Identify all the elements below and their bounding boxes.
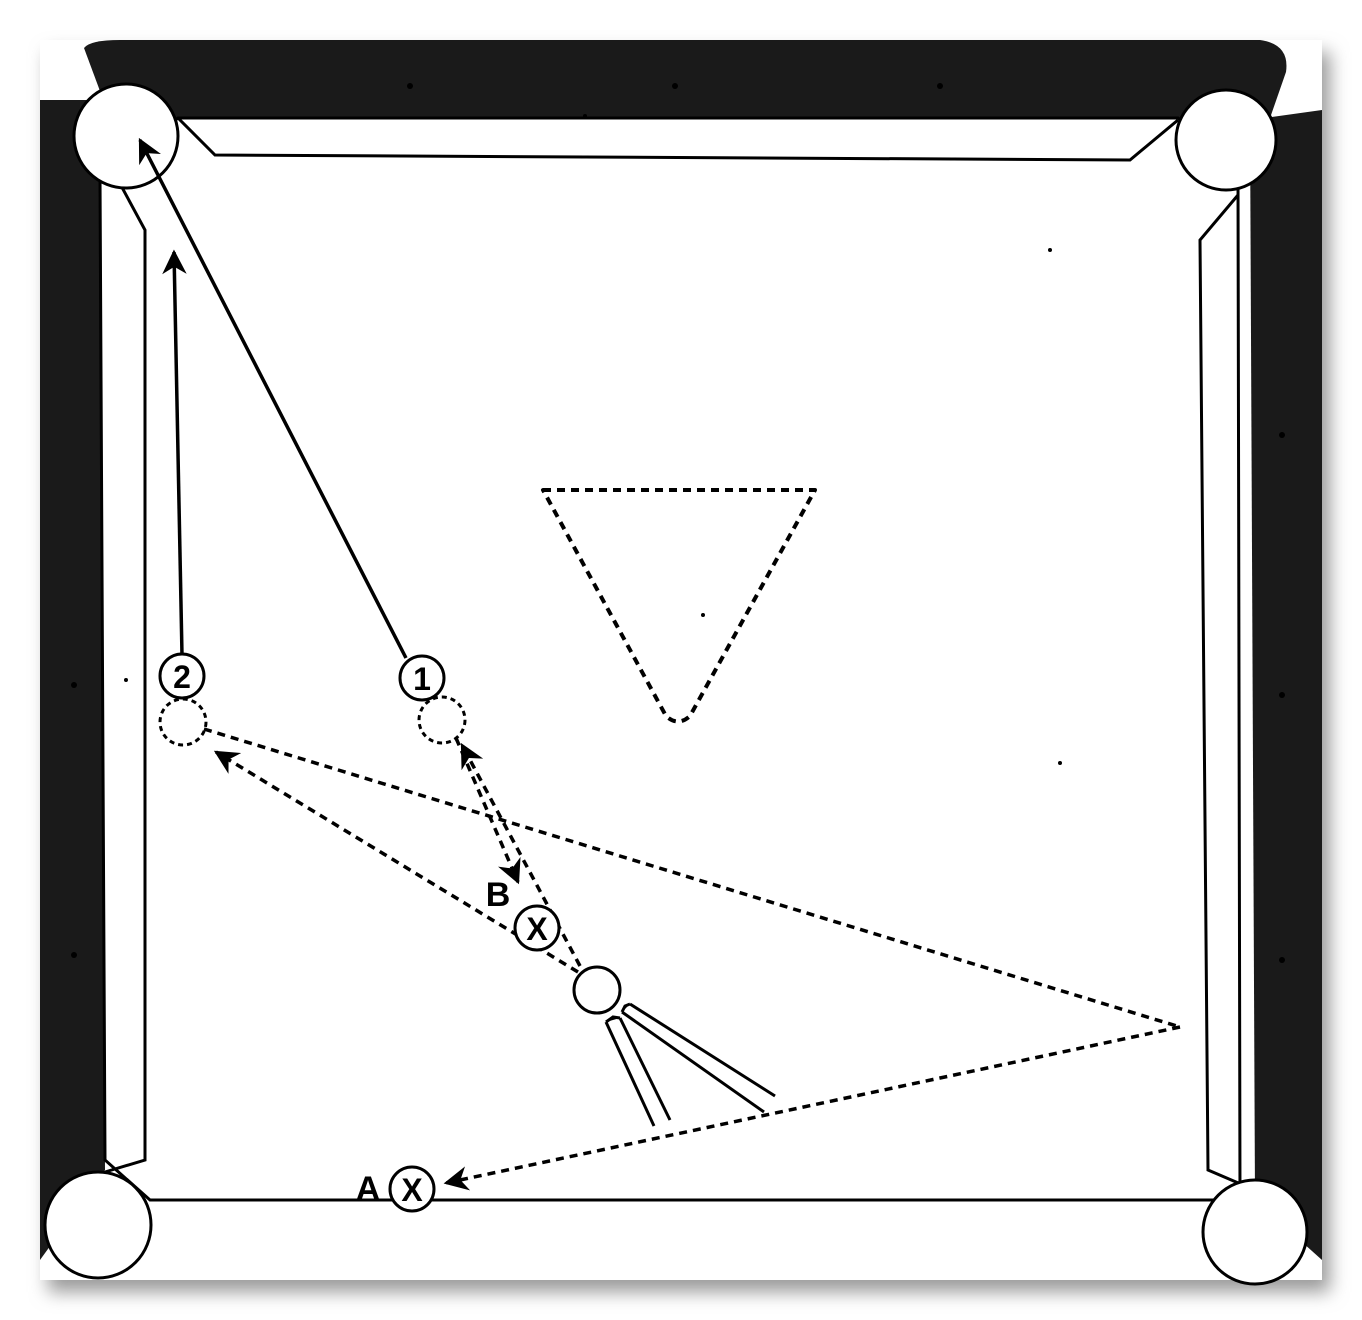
ghost-balls: [158, 695, 467, 747]
solid-paths: [138, 137, 408, 659]
pocket-bottom-right: [1201, 1178, 1309, 1286]
table-dots: [71, 83, 1285, 963]
ghost-ball-1: [417, 695, 467, 745]
path-ball1-to-b: [454, 737, 521, 885]
rail-top: [84, 40, 1287, 118]
playing-surface: [98, 116, 1242, 1202]
left-cushion-line: [104, 179, 147, 1174]
top-cushion-line: [176, 116, 1179, 162]
path-ball2-to-right-rail: [203, 727, 1181, 1029]
object-ball-1: 1: [398, 654, 446, 702]
cushion-outline: [98, 116, 1242, 1202]
target-a-mark: X: [401, 1172, 423, 1208]
cue-ball: [572, 965, 622, 1015]
table-rails: [40, 40, 1322, 1260]
pocket-bottom-left: [43, 1170, 153, 1280]
ball-1-label: 1: [413, 661, 431, 697]
target-a: A X: [356, 1165, 436, 1213]
target-a-letter: A: [356, 1170, 381, 1208]
object-ball-2: 2: [158, 652, 206, 700]
rail-left: [40, 100, 105, 1260]
path-ball2-to-rail: [162, 249, 187, 656]
rail-right: [1250, 110, 1322, 1260]
target-b-mark: X: [526, 911, 548, 947]
right-cushion-line: [1198, 194, 1251, 1190]
cushion-lines: [104, 116, 1251, 1190]
target-b: B X: [486, 876, 561, 952]
path-ball1-to-corner: [138, 137, 408, 659]
ball-2-label: 2: [173, 659, 191, 695]
pocket-top-left: [72, 82, 180, 190]
cue-sticks: [604, 1002, 776, 1127]
ghost-ball-2: [158, 697, 208, 747]
pocket-top-right: [1174, 88, 1278, 192]
cue-stick-left: [604, 1015, 672, 1127]
cue-stick-right: [620, 1002, 776, 1114]
target-b-letter: B: [486, 876, 511, 914]
